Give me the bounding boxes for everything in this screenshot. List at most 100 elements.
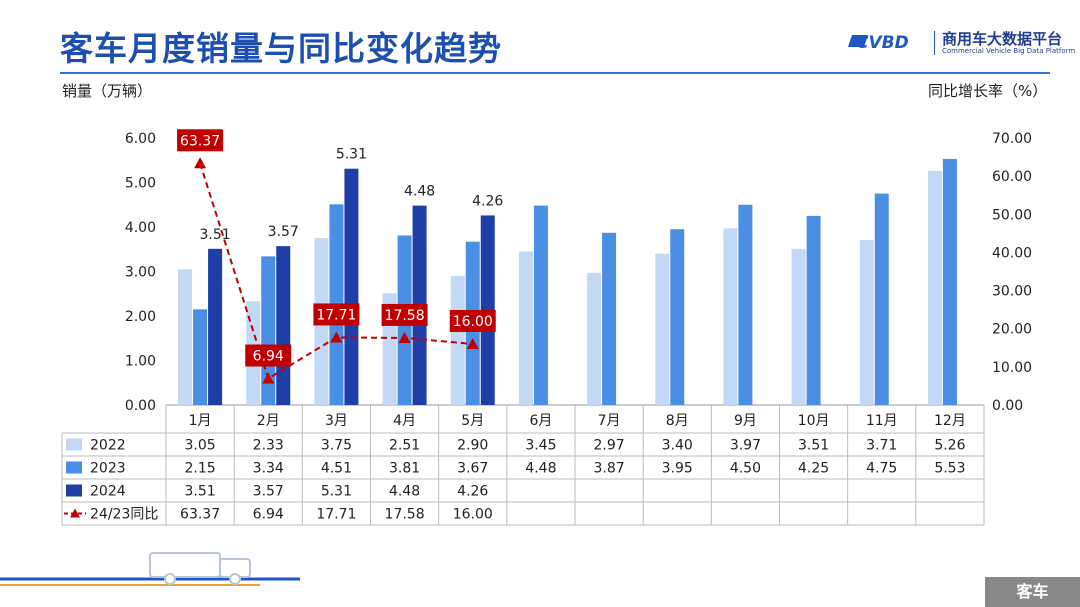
- right-tick-label: 50.00: [992, 207, 1032, 223]
- bar-2022: [791, 248, 806, 405]
- bar-value-label: 4.48: [404, 184, 435, 200]
- yoy-label: 16.00: [453, 314, 493, 330]
- bar-2022: [723, 228, 738, 405]
- table-cell: 3.57: [253, 484, 284, 500]
- left-axis-title: 销量（万辆）: [62, 82, 153, 100]
- logo-mark-text: CVBD: [856, 33, 909, 53]
- bar-2024: [208, 248, 223, 405]
- table-cell: 3.81: [389, 461, 420, 477]
- category-label: 10月: [798, 413, 830, 429]
- table-cell: 2.33: [253, 438, 284, 454]
- yoy-point: [466, 337, 479, 349]
- category-label: 2月: [257, 413, 280, 429]
- table-cell: 5.53: [934, 461, 965, 477]
- sales-chart: 0.00 1.00 2.00 3.00 4.00 5.00 6.00 0.00 10.00 20.…: [61, 129, 1032, 526]
- legend-label: 2023: [90, 461, 126, 477]
- table-cell: 6.94: [253, 507, 284, 523]
- bar-value-label: 3.57: [268, 224, 299, 240]
- bar-2023: [602, 232, 617, 405]
- left-tick-label: 0.00: [125, 398, 156, 414]
- table-cell: 4.75: [866, 461, 897, 477]
- left-tick-label: 6.00: [125, 131, 156, 147]
- yoy-label-box: [177, 129, 224, 152]
- yoy-label-box: [245, 344, 292, 367]
- right-tick-label: 70.00: [992, 131, 1032, 147]
- title-divider: [60, 72, 1050, 74]
- bar-2024: [276, 246, 291, 405]
- bar-2022: [450, 275, 465, 405]
- bar-2023: [670, 229, 685, 405]
- bar-2023: [806, 215, 821, 405]
- left-tick-label: 5.00: [125, 176, 156, 192]
- bar-2023: [874, 193, 889, 405]
- right-tick-label: 10.00: [992, 360, 1032, 376]
- bar-2023: [533, 205, 548, 405]
- logo-name-en: Commercial Vehicle Big Data Platform: [942, 47, 1076, 55]
- cvbd-logo-icon: CVBD: [848, 33, 909, 53]
- bar-2024: [344, 168, 359, 405]
- brand-logo: CVBD 商用车大数据平台 Commercial Vehicle Big Dat…: [846, 27, 1076, 59]
- bar-2022: [587, 272, 602, 405]
- table-cell: 16.00: [453, 507, 493, 523]
- yoy-point: [194, 157, 207, 169]
- category-label: 5月: [461, 413, 484, 429]
- logo-name-cn: 商用车大数据平台: [942, 30, 1063, 48]
- table-cell: 4.48: [389, 484, 420, 500]
- category-label: 12月: [934, 413, 966, 429]
- legend-label: 2024: [90, 484, 126, 500]
- table-cell: 3.51: [184, 484, 215, 500]
- legend-label: 2022: [90, 438, 126, 454]
- left-tick-label: 3.00: [125, 265, 156, 281]
- right-tick-label: 30.00: [992, 284, 1032, 300]
- yoy-point: [330, 331, 343, 343]
- table-cell: 17.58: [385, 507, 425, 523]
- yoy-label: 63.37: [180, 133, 220, 149]
- yoy-point: [398, 331, 411, 343]
- table-cell: 3.87: [593, 461, 624, 477]
- yoy-label-box: [449, 309, 496, 332]
- category-label: 9月: [734, 413, 757, 429]
- category-label: 4月: [393, 413, 416, 429]
- yoy-label: 6.94: [253, 349, 284, 365]
- table-cell: 5.31: [321, 484, 352, 500]
- table-cell: 4.51: [321, 461, 352, 477]
- table-cell: 17.71: [316, 507, 356, 523]
- category-label: 11月: [866, 413, 898, 429]
- bar-2023: [738, 204, 753, 405]
- right-tick-label: 40.00: [992, 245, 1032, 261]
- bar-2022: [859, 239, 874, 405]
- yoy-label: 17.58: [385, 308, 425, 324]
- table-cell: 63.37: [180, 507, 220, 523]
- bar-2022: [518, 251, 533, 405]
- table-cell: 3.40: [662, 438, 693, 454]
- table-cell: 3.67: [457, 461, 488, 477]
- bar-value-label: 4.26: [472, 193, 503, 209]
- table-cell: 3.95: [662, 461, 693, 477]
- table-cell: 2.90: [457, 438, 488, 454]
- table-cell: 3.05: [184, 438, 215, 454]
- category-label: 8月: [666, 413, 689, 429]
- yoy-label-box: [381, 303, 428, 326]
- legend-swatch-2023: [66, 461, 82, 474]
- yoy-point: [262, 372, 275, 384]
- table-cell: 3.51: [798, 438, 829, 454]
- table-cell: 2.97: [593, 438, 624, 454]
- table-cell: 2.15: [184, 461, 215, 477]
- right-tick-label: 20.00: [992, 322, 1032, 338]
- legend-line-marker: [70, 508, 80, 518]
- table-cell: 3.34: [253, 461, 284, 477]
- bar-2023: [942, 158, 957, 405]
- logo-separator: [934, 31, 935, 55]
- truck-decoration-icon: [0, 552, 300, 586]
- bar-value-label: 3.51: [199, 227, 230, 243]
- table-cell: 3.97: [730, 438, 761, 454]
- yoy-label: 17.71: [316, 307, 356, 323]
- table-cell: 3.45: [525, 438, 556, 454]
- table-cell: 4.48: [525, 461, 556, 477]
- table-cell: 4.25: [798, 461, 829, 477]
- right-tick-label: 0.00: [992, 398, 1023, 414]
- table-cell: 3.75: [321, 438, 352, 454]
- left-tick-label: 4.00: [125, 220, 156, 236]
- right-tick-label: 60.00: [992, 169, 1032, 185]
- table-cell: 5.26: [934, 438, 965, 454]
